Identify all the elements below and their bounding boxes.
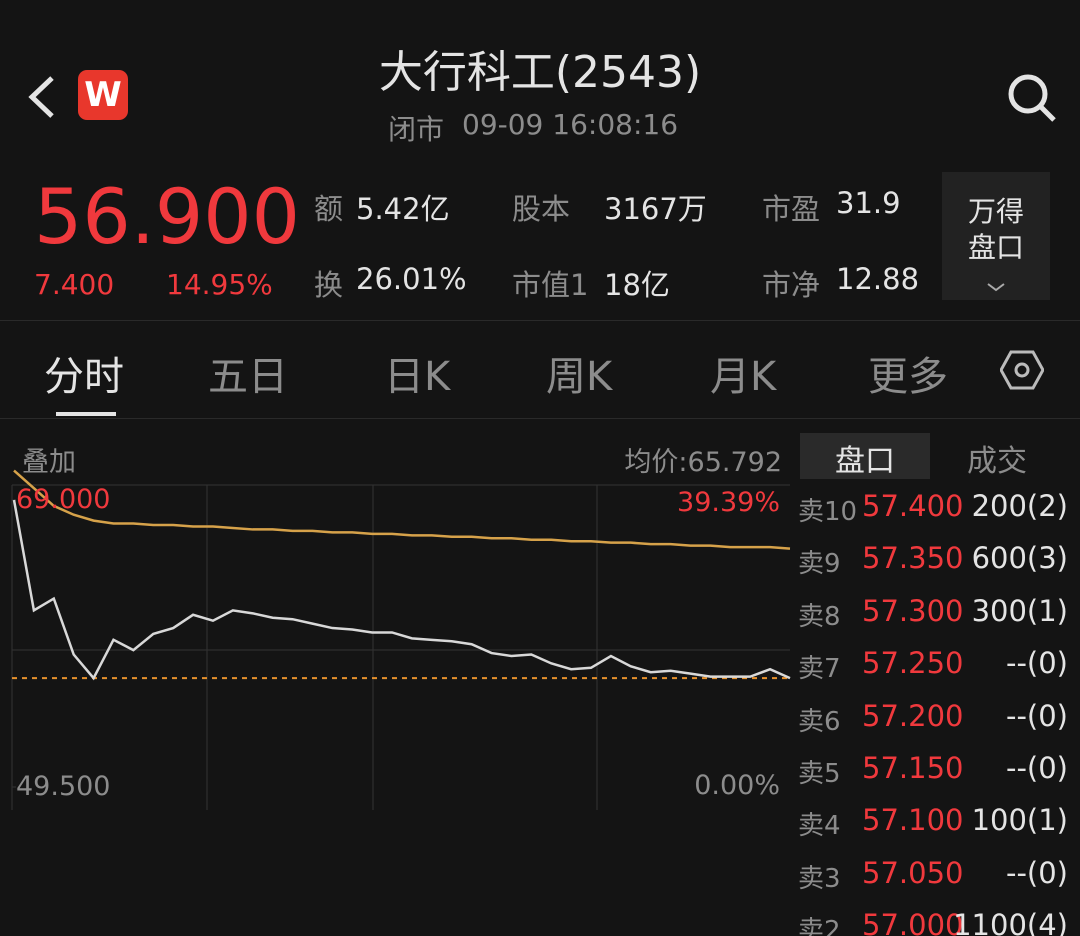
tab[interactable]: 五日	[208, 354, 288, 400]
level-volume: 100(1)	[971, 803, 1068, 838]
level-label: 卖5	[798, 759, 841, 789]
price-change: 7.400	[34, 268, 115, 301]
stat-label: 市净	[762, 268, 821, 302]
level-volume: --(0)	[1005, 698, 1068, 733]
tab[interactable]: 分时	[44, 354, 124, 400]
button-text: 万得	[967, 195, 1024, 228]
divider	[0, 418, 1080, 419]
level-label: 卖8	[798, 601, 841, 632]
trades-tab[interactable]: 成交	[967, 444, 1027, 479]
timestamp: 09-09 16:08:16	[462, 108, 679, 141]
stat-label: 市盈	[762, 192, 821, 226]
level-volume: --(0)	[1005, 646, 1068, 681]
stat-label: 股本	[512, 192, 571, 226]
tab[interactable]: 周K	[546, 354, 613, 400]
level-label: 卖7	[798, 654, 841, 685]
level-volume: 600(3)	[971, 541, 1068, 576]
level-price: 57.200	[862, 698, 964, 733]
pct-max-label: 39.39%	[677, 487, 780, 518]
active-tab-bg	[800, 433, 930, 479]
overlay-button[interactable]: 叠加	[22, 447, 76, 478]
stat-label: 额	[314, 192, 344, 226]
stat-value: 5.42亿	[356, 192, 450, 226]
y-tick-label: 49.500	[16, 771, 111, 802]
tab[interactable]: 更多	[868, 354, 948, 400]
level-volume: --(0)	[1005, 855, 1068, 890]
level-price: 57.350	[862, 541, 964, 576]
last-price: 56.900	[34, 172, 300, 261]
price-line	[12, 499, 791, 681]
orderbook-tab[interactable]: 盘口	[835, 444, 895, 479]
level-price: 57.150	[862, 751, 964, 785]
market-status: 闭市	[388, 113, 445, 146]
level-label: 卖4	[798, 811, 841, 842]
divider	[0, 320, 1080, 321]
tab[interactable]: 日K	[384, 354, 451, 400]
search-button[interactable]	[1004, 70, 1060, 126]
level-price: 57.000	[862, 908, 964, 936]
grid	[11, 484, 790, 810]
level-label: 卖9	[798, 549, 841, 580]
level-label: 卖3	[798, 863, 841, 894]
level-label: 卖2	[798, 916, 841, 936]
stat-label: 换	[314, 268, 344, 302]
stat-value: 3167万	[604, 192, 707, 226]
level-volume: 200(2)	[971, 489, 1068, 523]
stat-value: 31.9	[836, 186, 901, 220]
chevron	[987, 283, 1005, 292]
level-price: 57.250	[862, 646, 964, 681]
level-price: 57.050	[862, 855, 964, 890]
settings-button[interactable]	[1000, 350, 1044, 390]
y-tick-label: 69.000	[16, 484, 111, 515]
level-volume: 300(1)	[971, 593, 1068, 628]
level-label: 卖10	[798, 497, 858, 527]
tab[interactable]: 月K	[710, 354, 777, 400]
intraday-chart	[11, 469, 791, 810]
stat-value: 18亿	[604, 268, 670, 302]
avg-price-line	[13, 469, 791, 550]
stat-value: 12.88	[836, 262, 920, 296]
stat-label: 市值1	[512, 268, 589, 302]
stock-title: 大行科工(2543)	[378, 47, 702, 98]
stat-value: 26.01%	[356, 262, 467, 296]
app-logo: W	[78, 70, 128, 120]
wind-panel-button[interactable]: 万得 盘口	[942, 172, 1050, 300]
level-label: 卖6	[798, 706, 841, 737]
level-volume: 1100(4)	[953, 908, 1068, 936]
button-text: 盘口	[967, 231, 1024, 264]
pct-min-label: 0.00%	[694, 770, 780, 801]
level-price: 57.100	[862, 803, 964, 838]
avg-price-label: 均价:65.792	[624, 447, 782, 478]
level-price: 57.300	[862, 593, 964, 628]
back-button[interactable]	[24, 74, 58, 120]
tab-indicator	[56, 412, 116, 416]
level-volume: --(0)	[1005, 751, 1068, 785]
price-change-pct: 14.95%	[166, 268, 273, 301]
level-price: 57.400	[862, 489, 964, 523]
